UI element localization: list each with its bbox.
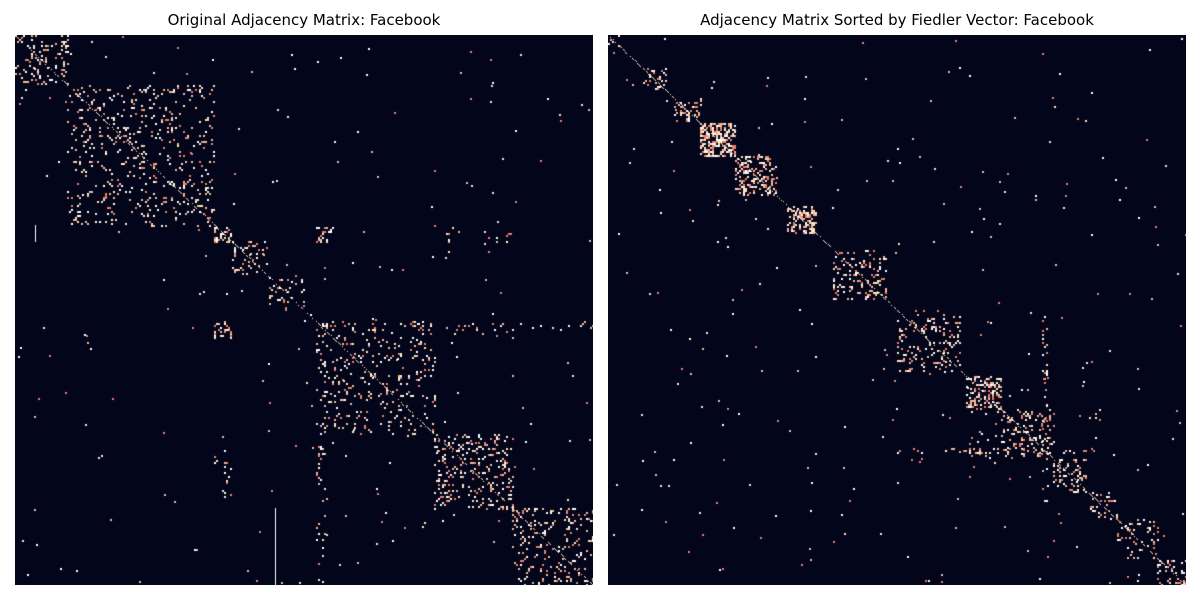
sorted-matrix-plot bbox=[608, 35, 1186, 585]
sorted-matrix-title: Adjacency Matrix Sorted by Fiedler Vecto… bbox=[700, 11, 1094, 29]
original-matrix-plot bbox=[15, 35, 593, 585]
original-matrix-panel: Original Adjacency Matrix: Facebook bbox=[15, 0, 593, 600]
sorted-matrix-panel: Adjacency Matrix Sorted by Fiedler Vecto… bbox=[608, 0, 1186, 600]
sorted-matrix-heatmap bbox=[608, 35, 1186, 585]
original-matrix-heatmap bbox=[15, 35, 593, 585]
original-matrix-title: Original Adjacency Matrix: Facebook bbox=[167, 11, 441, 29]
